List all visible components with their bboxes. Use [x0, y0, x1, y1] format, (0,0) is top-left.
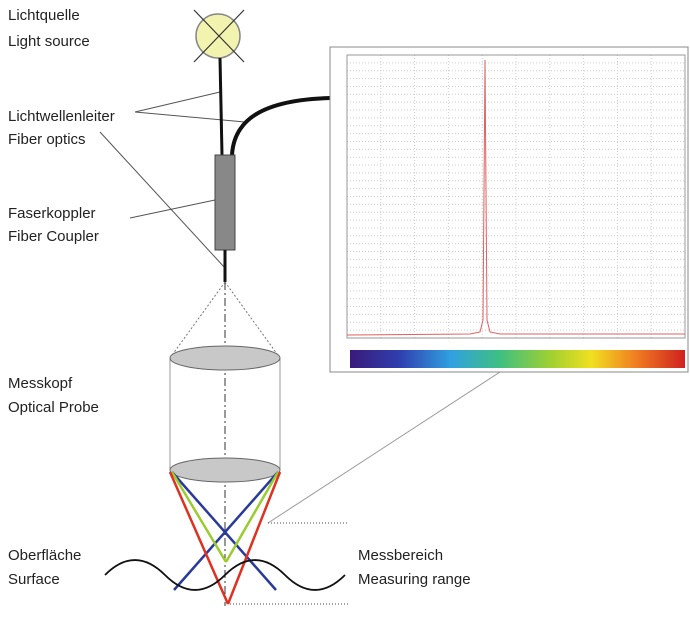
label: Lichtquelle	[8, 7, 80, 24]
label: Lichtwellenleiter	[8, 108, 115, 125]
label: Measuring range	[358, 571, 471, 588]
label: Oberfläche	[8, 547, 81, 564]
label: Faserkoppler	[8, 205, 96, 222]
label: Light source	[8, 33, 90, 50]
label: Fiber optics	[8, 131, 86, 148]
fiber	[230, 96, 331, 156]
lamp-cross	[193, 9, 245, 63]
label: Optical Probe	[8, 399, 99, 416]
spectrum-panel	[329, 46, 689, 373]
label: Messbereich	[358, 547, 443, 564]
spectrum-grid	[347, 55, 685, 338]
surface-wave	[104, 559, 346, 591]
label: Fiber Coupler	[8, 228, 99, 245]
spectrum-curve	[346, 59, 685, 336]
lens	[169, 345, 281, 371]
label: Surface	[8, 571, 60, 588]
leaders	[99, 91, 501, 524]
coupler	[214, 154, 236, 251]
color-bar	[350, 350, 685, 368]
spectrum-frame	[346, 54, 686, 339]
label: Messkopf	[8, 375, 73, 392]
fiber	[218, 57, 224, 156]
rays	[168, 471, 282, 605]
lens	[169, 457, 281, 483]
